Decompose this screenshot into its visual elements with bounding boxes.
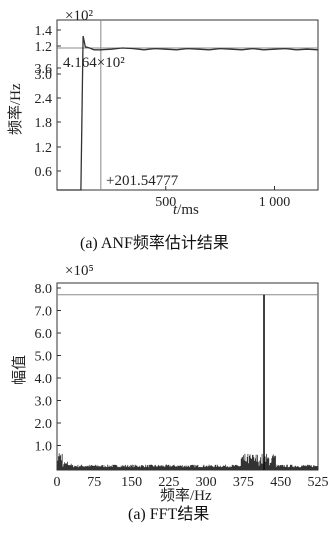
bottom-x-tick-label: 375 xyxy=(233,475,254,490)
top-annotation-frequency: 4.164×10² xyxy=(63,55,125,71)
bottom-x-tick-label: 0 xyxy=(54,475,61,490)
chart-top: ×10² 频率/Hz t/ms (a) ANF频率估计结果 0.6 1.2 1.8 2… xyxy=(7,8,319,252)
chart-bottom: ×10⁵ 幅值 频率/Hz (a) FFT结果 1.0 2.0 3.0 4.0 5.0 6… xyxy=(11,263,329,523)
bottom-y-tick-label: 5.0 xyxy=(35,350,53,365)
bottom-x-tick-label: 450 xyxy=(270,475,291,490)
top-x-ticks: 500 1 000 xyxy=(155,186,290,210)
bottom-y-tick-label: 8.0 xyxy=(35,282,53,297)
top-y-tick-label: 0.6 xyxy=(35,165,53,180)
bottom-y-scale-label: ×10⁵ xyxy=(65,263,94,279)
bottom-y-tick-label: 6.0 xyxy=(35,327,53,342)
bottom-plot-area xyxy=(56,282,319,471)
top-x-axis-label-var: t xyxy=(173,202,178,218)
bottom-spectrum-noise xyxy=(56,451,319,470)
bottom-y-tick-label: 1.0 xyxy=(35,440,53,455)
bottom-x-axis-label: 频率/Hz xyxy=(160,487,212,504)
top-x-tick-label: 500 xyxy=(155,195,176,210)
top-series-line xyxy=(57,35,319,191)
bottom-x-tick-label: 300 xyxy=(196,475,217,490)
top-y-scale-label: ×10² xyxy=(65,8,93,24)
top-y-axis-label: 频率/Hz xyxy=(7,83,24,135)
bottom-x-ticks: 0 75 150 225 300 375 450 525 xyxy=(54,466,329,490)
top-y-tick-label: 1.2 xyxy=(35,40,53,55)
bottom-x-tick-label: 75 xyxy=(87,475,101,490)
bottom-y-tick-label: 3.0 xyxy=(35,395,53,410)
bottom-y-tick-label: 7.0 xyxy=(35,305,53,320)
bottom-y-ticks: 1.0 2.0 3.0 4.0 5.0 6.0 7.0 8.0 xyxy=(35,282,61,455)
bottom-y-tick-label: 4.0 xyxy=(35,372,53,387)
bottom-x-tick-label: 225 xyxy=(158,475,179,490)
top-x-axis-label-unit: /ms xyxy=(177,202,199,218)
bottom-caption: (a) FFT结果 xyxy=(128,505,209,523)
bottom-y-tick-label: 2.0 xyxy=(35,417,53,432)
bottom-x-tick-label: 150 xyxy=(121,475,142,490)
top-x-axis-label: t/ms xyxy=(173,202,199,218)
bottom-x-tick-label: 525 xyxy=(308,475,329,490)
top-caption: (a) ANF频率估计结果 xyxy=(80,234,229,252)
top-y-tick-label: 1.8 xyxy=(35,116,53,131)
top-y-tick-label: 3.6 xyxy=(35,62,53,77)
top-annotation-time: +201.54777 xyxy=(106,173,179,189)
top-y-tick-label: 1.2 xyxy=(35,141,53,156)
top-plot-area xyxy=(56,19,319,191)
bottom-y-axis-label: 幅值 xyxy=(11,355,28,385)
top-x-tick-label: 1 000 xyxy=(259,195,291,210)
top-y-tick-label: 1.4 xyxy=(35,24,53,39)
top-y-ticks: 0.61.21.82.43.03.61.21.4 xyxy=(35,24,61,180)
top-y-tick-label: 3.0 xyxy=(35,68,53,83)
top-y-tick-label: 2.4 xyxy=(35,92,53,107)
